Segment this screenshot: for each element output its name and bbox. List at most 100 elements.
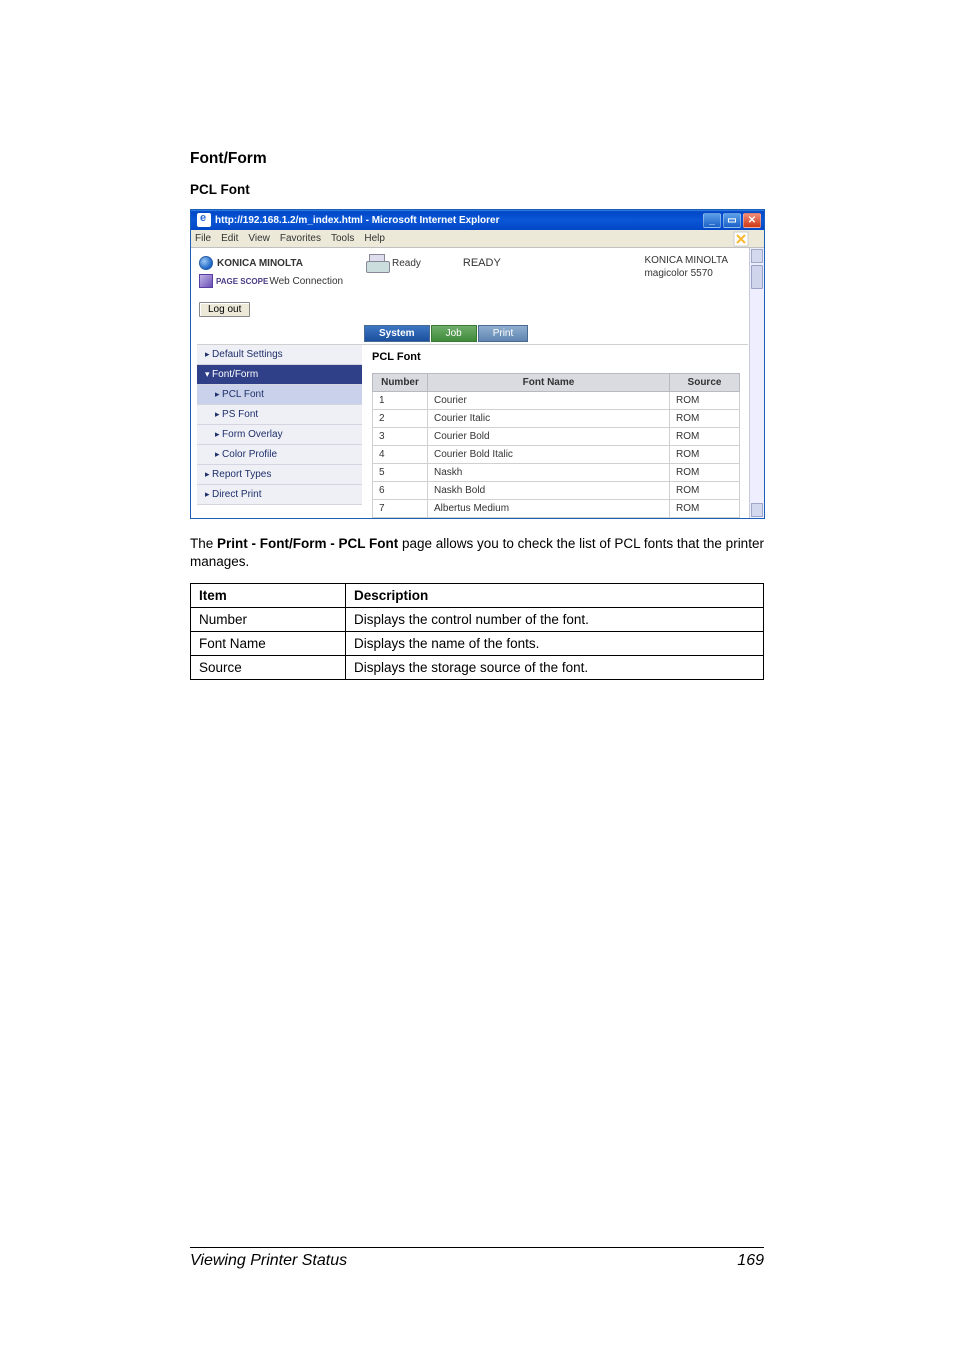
para-pre: The: [190, 536, 217, 551]
sidebar-item-form-overlay[interactable]: Form Overlay: [197, 425, 362, 445]
vertical-scrollbar[interactable]: [749, 248, 764, 518]
window-minimize-button[interactable]: _: [703, 213, 721, 228]
para-bold: Print - Font/Form - PCL Font: [217, 536, 398, 551]
menu-file[interactable]: File: [195, 233, 211, 244]
menu-favorites[interactable]: Favorites: [280, 233, 321, 244]
device-info: KONICA MINOLTA magicolor 5570: [644, 254, 748, 280]
sidebar-item-report-types[interactable]: Report Types: [197, 465, 362, 485]
cell-number: 7: [373, 500, 428, 518]
pcl-font-table: Number Font Name Source 1CourierROM 2Cou…: [372, 373, 740, 518]
pane-title: PCL Font: [372, 351, 740, 363]
table-row: 4Courier Bold ItalicROM: [373, 446, 740, 464]
cell-source: ROM: [670, 500, 740, 518]
scrollbar-up-arrow-icon[interactable]: [751, 249, 763, 263]
menu-view[interactable]: View: [248, 233, 270, 244]
cell-font-name: Naskh: [428, 464, 670, 482]
cell-font-name: Albertus Medium: [428, 500, 670, 518]
cell-number: 5: [373, 464, 428, 482]
cell-source: ROM: [670, 464, 740, 482]
col-font-name: Font Name: [428, 374, 670, 392]
table-row: Font NameDisplays the name of the fonts.: [191, 632, 764, 656]
status-large: READY: [463, 257, 501, 269]
menu-edit[interactable]: Edit: [221, 233, 238, 244]
section-heading: Font/Form: [190, 150, 764, 168]
menu-tools[interactable]: Tools: [331, 233, 354, 244]
cell-item: Source: [191, 656, 346, 680]
sidebar-item-font-form[interactable]: Font/Form: [197, 365, 362, 385]
cell-font-name: Courier: [428, 392, 670, 410]
window-close-button[interactable]: ✕: [743, 213, 761, 228]
table-row: 2Courier ItalicROM: [373, 410, 740, 428]
table-row: NumberDisplays the control number of the…: [191, 608, 764, 632]
cell-number: 4: [373, 446, 428, 464]
subsection-heading: PCL Font: [190, 182, 764, 197]
window-maximize-button[interactable]: ▭: [723, 213, 741, 228]
cell-desc: Displays the name of the fonts.: [346, 632, 764, 656]
sidebar: Default Settings Font/Form PCL Font PS F…: [197, 345, 362, 518]
table-row: 7Albertus MediumROM: [373, 500, 740, 518]
desc-col-description: Description: [346, 584, 764, 608]
brand-block: KONICA MINOLTA PAGE SCOPE Web Connection: [197, 254, 362, 288]
pagescope-prefix: PAGE SCOPE: [216, 277, 268, 286]
ie-icon: [197, 213, 211, 227]
sidebar-item-default-settings[interactable]: Default Settings: [197, 345, 362, 365]
sidebar-item-color-profile[interactable]: Color Profile: [197, 445, 362, 465]
content-pane: PCL Font Number Font Name Source 1Courie…: [362, 345, 748, 518]
footer-page-number: 169: [737, 1252, 764, 1270]
table-row: 5NaskhROM: [373, 464, 740, 482]
table-row: SourceDisplays the storage source of the…: [191, 656, 764, 680]
cell-source: ROM: [670, 410, 740, 428]
sidebar-item-ps-font[interactable]: PS Font: [197, 405, 362, 425]
description-table: Item Description NumberDisplays the cont…: [190, 583, 764, 680]
cell-desc: Displays the control number of the font.: [346, 608, 764, 632]
cell-number: 2: [373, 410, 428, 428]
brand-logo-icon: [199, 256, 213, 270]
device-line2: magicolor 5570: [644, 267, 728, 280]
status-small: Ready: [392, 258, 421, 269]
description-paragraph: The Print - Font/Form - PCL Font page al…: [190, 535, 764, 571]
brand-product: Web Connection: [269, 276, 343, 287]
cell-source: ROM: [670, 482, 740, 500]
desc-col-item: Item: [191, 584, 346, 608]
table-row: 6Naskh BoldROM: [373, 482, 740, 500]
col-number: Number: [373, 374, 428, 392]
cell-source: ROM: [670, 392, 740, 410]
cell-number: 1: [373, 392, 428, 410]
sidebar-item-direct-print[interactable]: Direct Print: [197, 485, 362, 505]
tab-print[interactable]: Print: [478, 325, 529, 342]
cell-desc: Displays the storage source of the font.: [346, 656, 764, 680]
pagescope-icon: [199, 274, 213, 288]
cell-font-name: Naskh Bold: [428, 482, 670, 500]
device-line1: KONICA MINOLTA: [644, 254, 728, 267]
scrollbar-thumb[interactable]: [751, 265, 763, 289]
cell-number: 3: [373, 428, 428, 446]
screenshot-browser-window: http://192.168.1.2/m_index.html - Micros…: [190, 209, 765, 519]
main-tabs: System Job Print: [364, 325, 529, 342]
cell-source: ROM: [670, 428, 740, 446]
page-footer: Viewing Printer Status 169: [190, 1247, 764, 1270]
window-title: http://192.168.1.2/m_index.html - Micros…: [215, 215, 500, 226]
col-source: Source: [670, 374, 740, 392]
tab-job[interactable]: Job: [431, 325, 477, 342]
cell-font-name: Courier Bold: [428, 428, 670, 446]
window-titlebar: http://192.168.1.2/m_index.html - Micros…: [191, 210, 764, 230]
table-row: 1CourierROM: [373, 392, 740, 410]
cell-number: 6: [373, 482, 428, 500]
table-row: 3Courier BoldROM: [373, 428, 740, 446]
page-content: KONICA MINOLTA PAGE SCOPE Web Connection…: [191, 248, 764, 518]
scrollbar-down-arrow-icon[interactable]: [751, 503, 763, 517]
cell-source: ROM: [670, 446, 740, 464]
browser-menubar: File Edit View Favorites Tools Help: [191, 230, 764, 248]
cell-item: Number: [191, 608, 346, 632]
logout-button[interactable]: Log out: [199, 302, 250, 317]
ie-throbber-icon: [732, 230, 750, 248]
cell-font-name: Courier Bold Italic: [428, 446, 670, 464]
cell-font-name: Courier Italic: [428, 410, 670, 428]
sidebar-item-pcl-font[interactable]: PCL Font: [197, 385, 362, 405]
cell-item: Font Name: [191, 632, 346, 656]
footer-section-title: Viewing Printer Status: [190, 1252, 347, 1270]
printer-icon: [366, 254, 388, 272]
menu-help[interactable]: Help: [364, 233, 385, 244]
tab-system[interactable]: System: [364, 325, 430, 342]
brand-company: KONICA MINOLTA: [217, 258, 303, 269]
